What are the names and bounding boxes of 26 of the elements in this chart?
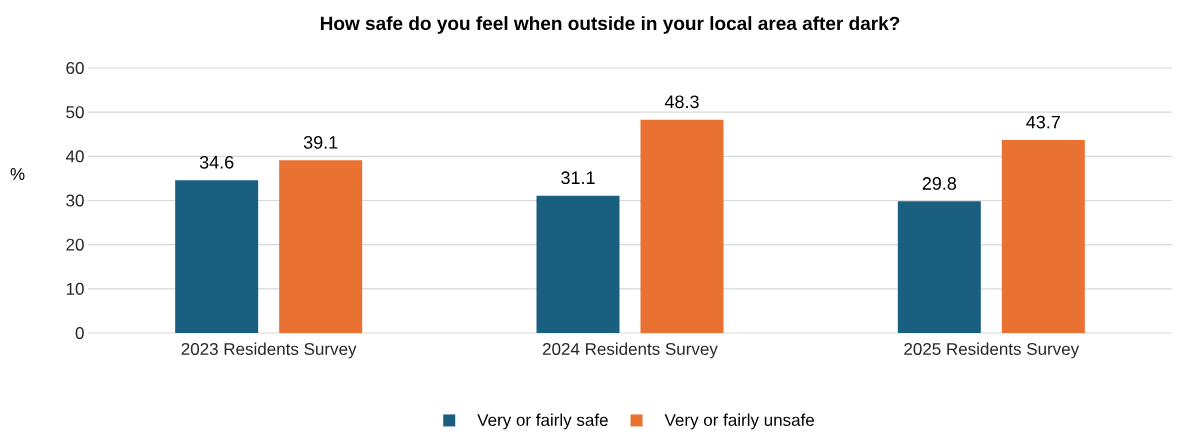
y-tick-label: 50 <box>66 106 84 119</box>
legend-label: Very or fairly safe <box>477 413 608 430</box>
x-tick-label: 2023 Residents Survey <box>181 342 357 359</box>
y-tick-label: 30 <box>66 194 84 207</box>
data-label: 29.8 <box>922 177 957 190</box>
data-label: 43.7 <box>1026 115 1060 129</box>
y-tick-label: 0 <box>75 326 84 340</box>
data-label: 48.3 <box>664 95 699 109</box>
chart-title: How safe do you feel when outside in your local area after dark? <box>320 16 900 34</box>
y-tick-label: 60 <box>66 61 84 75</box>
data-label: 34.6 <box>199 155 234 169</box>
bar <box>279 160 363 333</box>
y-tick-label: 20 <box>66 238 84 251</box>
x-tick-label: 2024 Residents Survey <box>542 342 718 359</box>
y-tick-label: 40 <box>65 150 84 163</box>
legend-label: Very or fairly unsafe <box>664 413 814 430</box>
data-label: 39.1 <box>303 136 338 149</box>
bar <box>897 201 981 333</box>
bar <box>536 195 620 333</box>
y-axis-title: % <box>10 168 25 180</box>
x-tick-label: 2025 Residents Survey <box>904 342 1080 359</box>
y-tick-label: 10 <box>66 282 84 295</box>
bar <box>640 119 724 333</box>
data-label: 31.1 <box>561 171 595 185</box>
bar <box>1001 139 1085 333</box>
bar <box>175 180 259 333</box>
